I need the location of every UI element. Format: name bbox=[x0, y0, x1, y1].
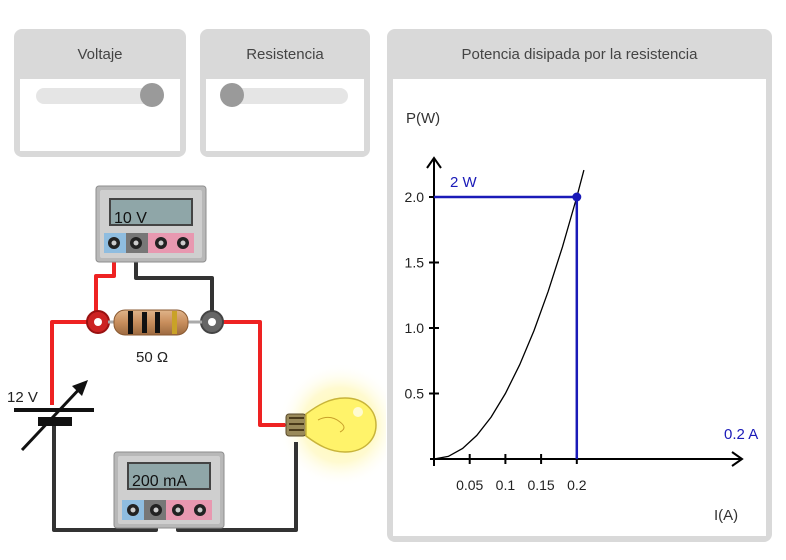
x-tick-label: 0.1 bbox=[496, 477, 516, 493]
power-curve bbox=[433, 169, 585, 460]
voltage-slider-track[interactable] bbox=[36, 88, 164, 104]
power-value-label: 2 W bbox=[450, 174, 478, 191]
y-tick-label: 0.5 bbox=[405, 386, 425, 402]
voltage-title: Voltaje bbox=[77, 45, 123, 63]
terminal-hole-icon bbox=[94, 318, 102, 326]
red-wire-right bbox=[214, 320, 285, 427]
resistor-band-3 bbox=[155, 312, 160, 333]
voltmeter-display bbox=[109, 198, 193, 226]
variable-battery-icon bbox=[14, 380, 94, 452]
y-axis-label: P(W) bbox=[406, 110, 440, 127]
ammeter-reading: 200 mA bbox=[132, 473, 187, 490]
x-axis-arrow bbox=[731, 451, 744, 467]
ammeter: 200 mA bbox=[113, 451, 225, 529]
graph-title: Potencia disipada por la resistencia bbox=[461, 45, 698, 63]
y-tick-label: 2.0 bbox=[405, 189, 425, 205]
ammeter-display bbox=[127, 462, 211, 490]
x-tick-label: 0.05 bbox=[456, 477, 483, 493]
resistor-value-label: 50 Ω bbox=[136, 349, 168, 366]
resistor-band-2 bbox=[142, 312, 147, 333]
y-tick-label: 1.0 bbox=[405, 320, 425, 336]
voltage-slider-handle[interactable] bbox=[140, 83, 164, 107]
resistance-slider-track[interactable] bbox=[222, 88, 348, 104]
resistance-slider-handle[interactable] bbox=[220, 83, 244, 107]
red-wire-top bbox=[50, 320, 98, 405]
y-axis-arrow bbox=[426, 156, 442, 169]
resistor-band-4 bbox=[172, 311, 177, 334]
chart-axes bbox=[426, 156, 744, 467]
resistor-band-1 bbox=[128, 311, 133, 334]
resistance-panel: Resistencia bbox=[200, 29, 370, 157]
current-value-label: 0.2 A bbox=[724, 426, 758, 443]
voltmeter-reading: 10 V bbox=[114, 210, 147, 227]
x-tick-label: 0.2 bbox=[567, 477, 587, 493]
y-tick-label: 1.5 bbox=[405, 255, 425, 271]
circuit-diagram: 50 Ω 10 V 200 mA 12 V bbox=[7, 185, 386, 532]
voltmeter: 10 V bbox=[95, 185, 207, 263]
x-tick-label: 0.15 bbox=[527, 477, 554, 493]
operating-point bbox=[572, 192, 582, 202]
terminal-hole-icon bbox=[208, 318, 216, 326]
battery-voltage-label: 12 V bbox=[7, 389, 38, 406]
light-bulb-icon bbox=[276, 397, 377, 453]
resistance-title: Resistencia bbox=[246, 45, 324, 63]
voltage-panel: Voltaje bbox=[14, 29, 186, 157]
x-axis-label: I(A) bbox=[714, 507, 738, 524]
